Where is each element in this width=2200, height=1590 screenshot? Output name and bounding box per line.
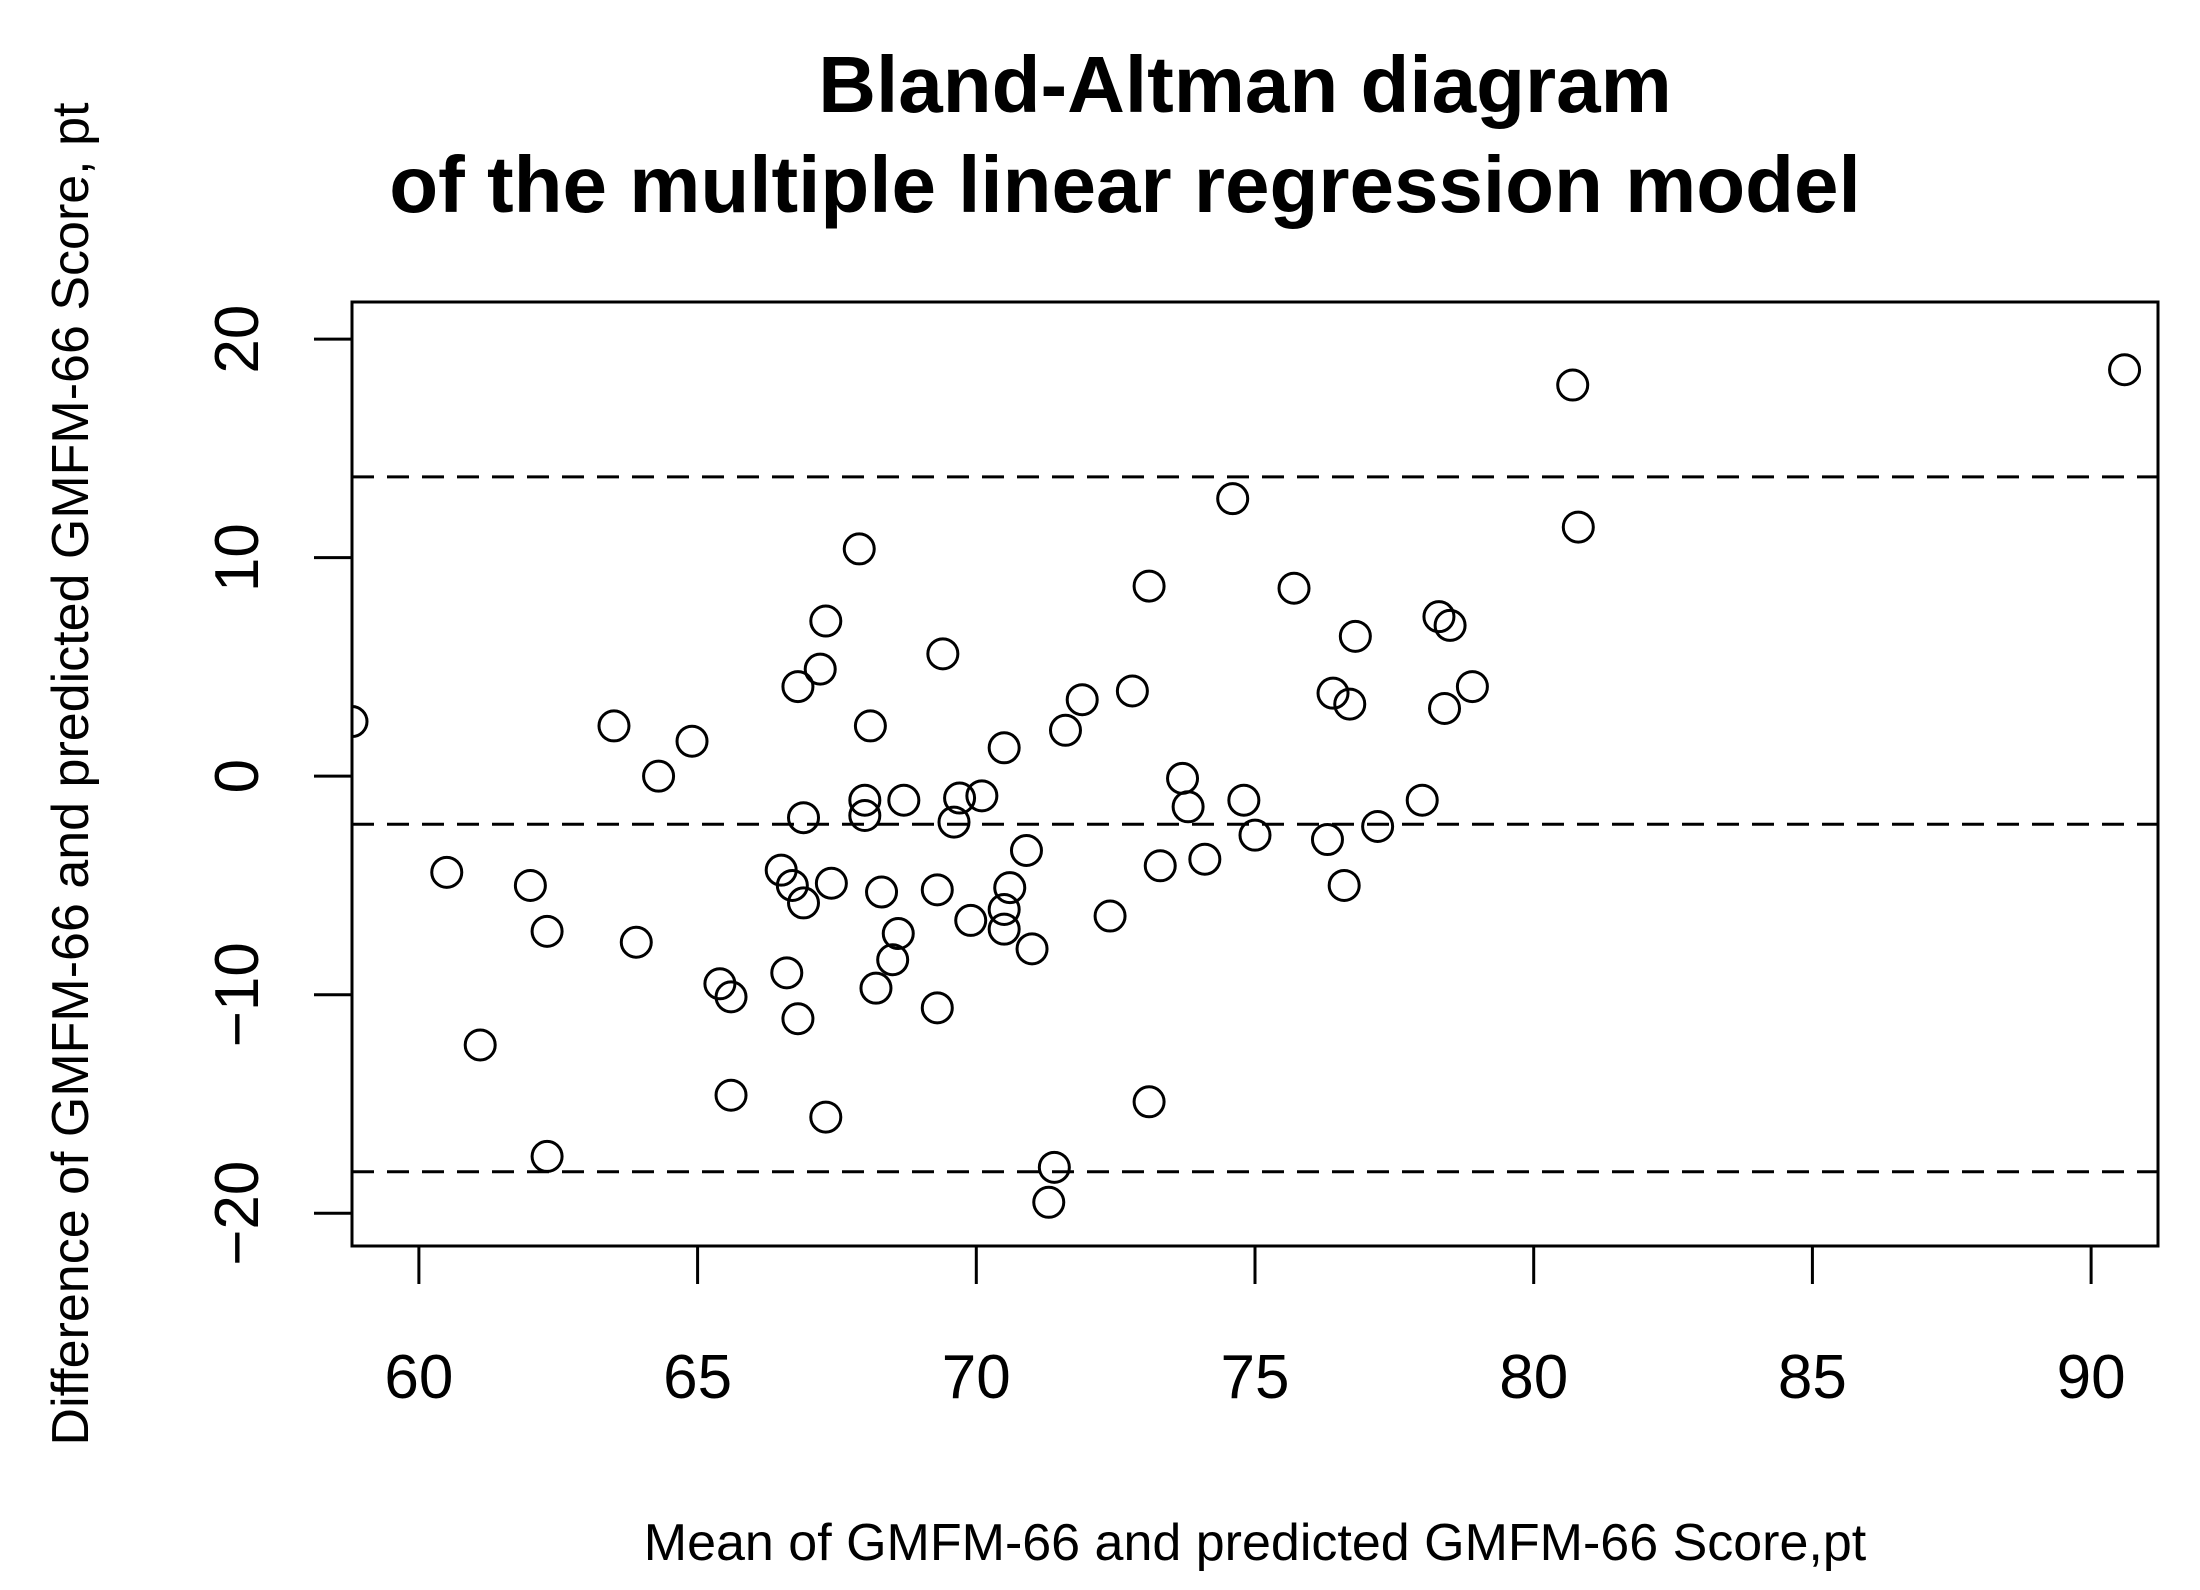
- data-point-66: [1338, 619, 1372, 653]
- x-tick-label-5: 85: [1778, 1343, 1847, 1412]
- data-point-24: [842, 532, 876, 566]
- data-point-36: [937, 805, 971, 839]
- data-point-37: [943, 781, 977, 815]
- data-point-3: [513, 868, 547, 902]
- data-point-46: [1032, 1185, 1066, 1219]
- data-point-22: [809, 1100, 843, 1134]
- data-point-58: [1216, 482, 1250, 516]
- data-point-70: [1428, 691, 1462, 725]
- data-point-18: [787, 886, 820, 920]
- y-axis-label: Difference of GMFM-66 and predicted GMFM…: [42, 102, 100, 1445]
- x-tick-label-3: 75: [1221, 1343, 1290, 1412]
- y-tick-label-0: −20: [203, 1161, 272, 1266]
- data-point-62: [1310, 823, 1344, 857]
- x-tick-label-0: 60: [384, 1343, 453, 1412]
- data-point-7: [619, 925, 653, 959]
- data-point-14: [770, 956, 804, 990]
- data-point-31: [881, 917, 915, 951]
- chart-title-line-1: Bland-Altman diagram: [818, 40, 1671, 129]
- data-point-67: [1361, 809, 1395, 843]
- data-point-25: [848, 783, 882, 817]
- data-point-59: [1227, 783, 1261, 817]
- data-points: [352, 353, 2142, 1219]
- x-tick-label-6: 90: [2057, 1343, 2126, 1412]
- data-point-49: [1065, 683, 1099, 717]
- y-axis: −20 −10 0 10 20: [203, 305, 352, 1266]
- data-point-29: [865, 875, 899, 909]
- data-point-12: [714, 1078, 748, 1112]
- data-point-38: [954, 903, 988, 937]
- data-point-16: [781, 1002, 815, 1036]
- data-point-28: [859, 971, 893, 1005]
- data-point-23: [814, 866, 848, 900]
- data-point-69: [1422, 600, 1456, 634]
- data-point-6: [597, 709, 631, 743]
- data-point-43: [993, 871, 1027, 905]
- x-tick-label-2: 70: [942, 1343, 1011, 1412]
- x-axis-label: Mean of GMFM-66 and predicted GMFM-66 Sc…: [644, 1514, 1867, 1572]
- data-point-52: [1132, 569, 1166, 603]
- data-point-21: [809, 604, 843, 638]
- y-tick-label-3: 10: [203, 523, 272, 592]
- data-point-68: [1405, 783, 1439, 817]
- data-point-33: [920, 873, 954, 907]
- data-point-2: [463, 1028, 497, 1062]
- data-point-10: [703, 967, 737, 1001]
- reference-lines: [352, 475, 2158, 1174]
- data-point-75: [2108, 353, 2142, 387]
- data-point-8: [642, 759, 676, 793]
- data-point-0: [352, 705, 369, 739]
- data-point-1: [430, 855, 464, 889]
- data-point-26: [848, 799, 882, 833]
- data-point-17: [781, 670, 815, 704]
- data-point-41: [987, 912, 1021, 946]
- data-point-34: [920, 991, 954, 1025]
- data-point-9: [675, 724, 709, 758]
- y-tick-label-2: 0: [203, 759, 272, 793]
- data-point-5: [530, 1139, 564, 1173]
- y-tick-label-4: 20: [203, 305, 272, 374]
- data-point-27: [853, 709, 887, 743]
- x-axis: 60 65 70 75 80 85 90: [384, 1246, 2126, 1412]
- data-point-60: [1238, 818, 1272, 852]
- data-point-48: [1048, 713, 1082, 747]
- data-point-61: [1277, 571, 1311, 605]
- data-point-57: [1188, 842, 1222, 876]
- data-point-63: [1316, 676, 1350, 710]
- data-point-20: [803, 652, 837, 686]
- data-point-54: [1143, 849, 1177, 883]
- x-tick-label-1: 65: [663, 1343, 732, 1412]
- data-point-56: [1171, 790, 1205, 824]
- data-point-51: [1115, 674, 1149, 708]
- data-point-73: [1556, 368, 1590, 402]
- data-point-53: [1132, 1085, 1166, 1119]
- data-point-72: [1455, 670, 1489, 704]
- data-point-19: [787, 801, 820, 835]
- data-point-74: [1561, 510, 1595, 544]
- chart-title-line-2: of the multiple linear regression model: [389, 140, 1860, 229]
- data-point-35: [926, 637, 960, 671]
- y-tick-label-1: −10: [203, 942, 272, 1047]
- data-point-4: [530, 914, 564, 948]
- data-point-71: [1433, 608, 1467, 642]
- data-point-30: [876, 943, 910, 977]
- data-point-50: [1093, 899, 1127, 933]
- data-point-42: [987, 731, 1021, 765]
- data-point-55: [1166, 761, 1200, 795]
- data-point-40: [987, 892, 1021, 926]
- data-point-45: [1015, 932, 1049, 966]
- data-point-47: [1037, 1150, 1071, 1184]
- x-tick-label-4: 80: [1499, 1343, 1568, 1412]
- data-point-15: [775, 868, 809, 902]
- data-point-11: [714, 980, 748, 1014]
- data-point-32: [887, 783, 921, 817]
- data-point-39: [965, 779, 999, 813]
- data-point-65: [1333, 687, 1367, 721]
- data-point-64: [1327, 868, 1361, 902]
- plot-frame: [350, 300, 2160, 1248]
- data-point-44: [1009, 833, 1043, 867]
